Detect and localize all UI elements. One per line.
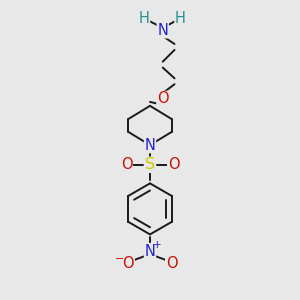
Text: O: O	[157, 92, 169, 106]
Text: O: O	[123, 256, 134, 272]
Text: O: O	[166, 256, 177, 272]
Text: +: +	[153, 240, 161, 250]
Text: H: H	[139, 11, 149, 26]
Text: O: O	[168, 157, 179, 172]
Text: N: N	[145, 138, 155, 153]
Text: H: H	[175, 11, 186, 26]
Text: N: N	[157, 23, 168, 38]
Text: N: N	[145, 244, 155, 259]
Text: O: O	[121, 157, 132, 172]
Text: S: S	[145, 157, 155, 172]
Text: −: −	[115, 254, 124, 264]
